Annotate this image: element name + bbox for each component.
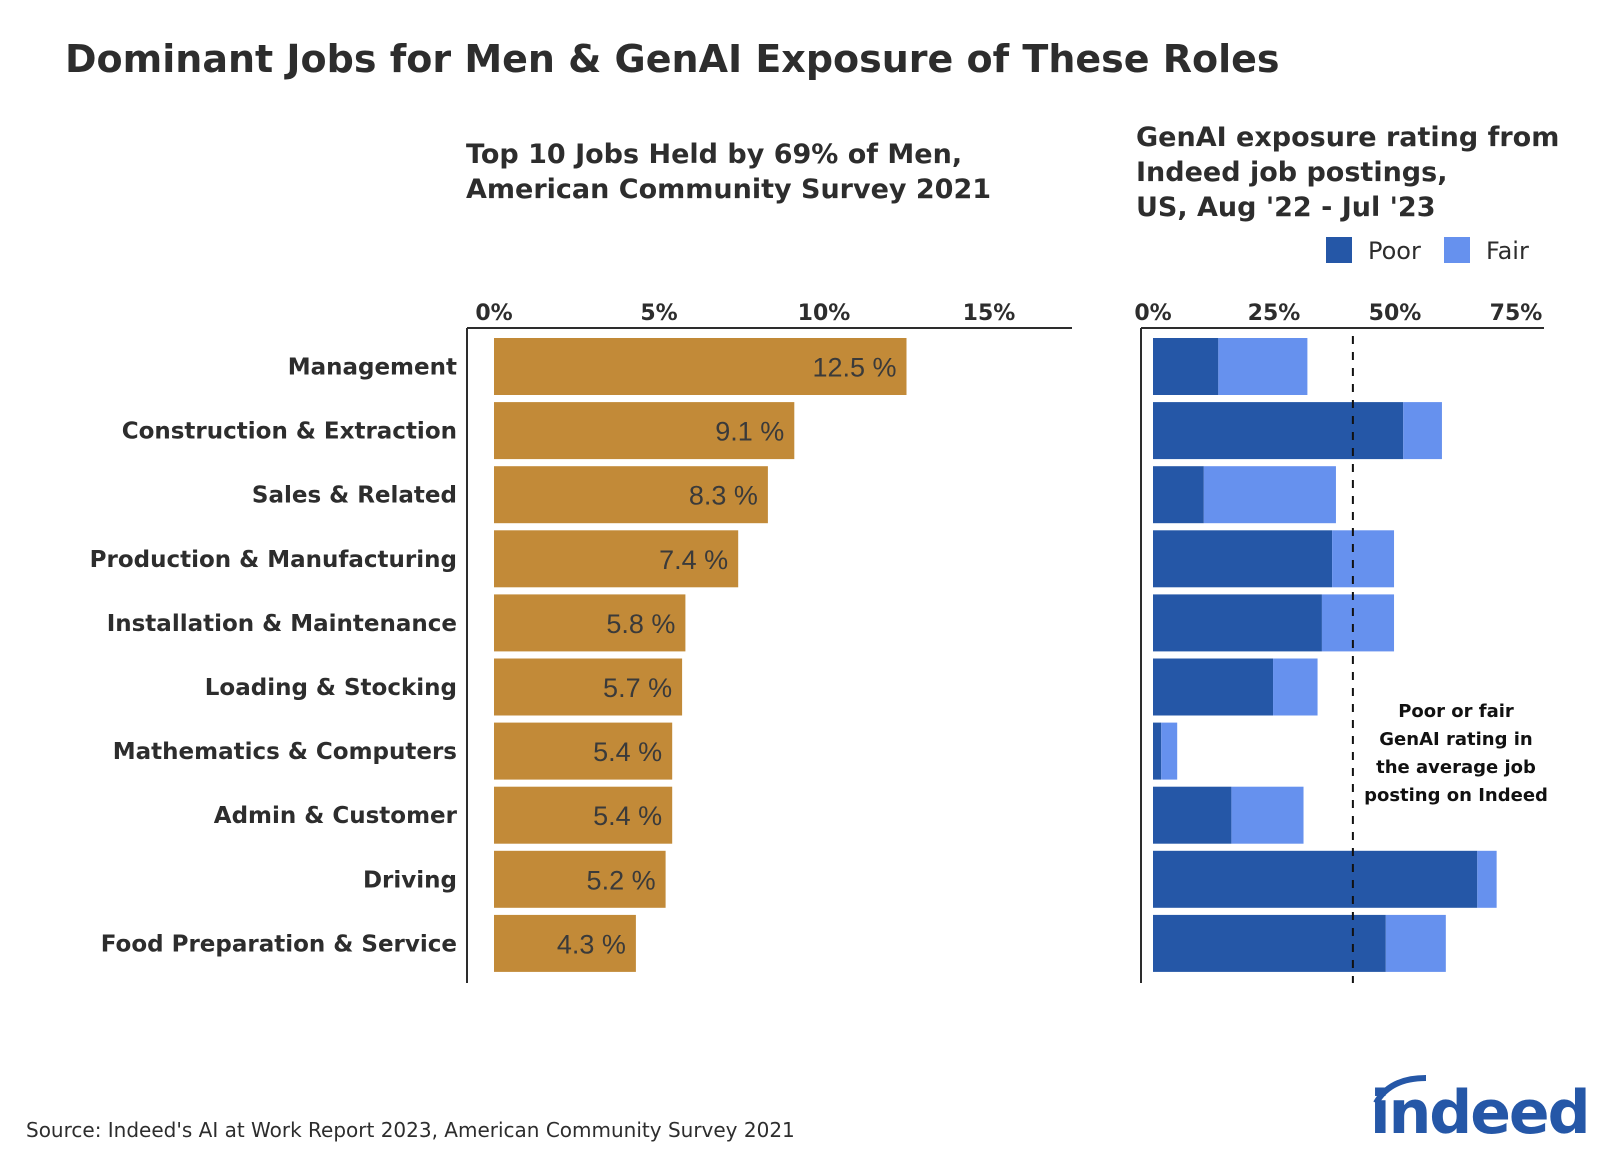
x-tick-label: 50%: [1369, 301, 1422, 326]
chart-title: Dominant Jobs for Men & GenAI Exposure o…: [65, 37, 1280, 81]
indeed-logo: indeed: [1370, 1075, 1591, 1148]
data-label: 5.4 %: [593, 737, 662, 767]
bar-poor: [1153, 658, 1274, 716]
legend-swatch: [1444, 237, 1470, 263]
bar-poor: [1153, 914, 1386, 972]
category-label: Food Preparation & Service: [101, 931, 457, 957]
bar-fair: [1273, 658, 1318, 716]
data-label: 5.8 %: [606, 609, 675, 639]
legend-swatch: [1326, 237, 1352, 263]
x-tick-label: 0%: [475, 301, 512, 326]
data-label: 8.3 %: [689, 481, 758, 511]
reference-annotation: the average job: [1376, 757, 1536, 778]
right-chart-title: US, Aug '22 - Jul '23: [1136, 192, 1435, 223]
right-chart: GenAI exposure rating from Indeed job pos…: [1134, 122, 1559, 983]
category-label: Admin & Customer: [214, 803, 458, 829]
x-tick-label: 25%: [1248, 301, 1301, 326]
bar: [494, 658, 683, 716]
bar-fair: [1218, 338, 1308, 395]
category-label: Production & Manufacturing: [90, 547, 457, 573]
bar: [494, 402, 795, 460]
left-chart-title: American Community Survey 2021: [466, 174, 991, 205]
category-label: Installation & Maintenance: [107, 611, 457, 637]
x-tick-label: 0%: [1134, 301, 1171, 326]
source-note: Source: Indeed's AI at Work Report 2023,…: [26, 1118, 795, 1142]
data-label: 5.2 %: [587, 865, 656, 895]
bar: [494, 530, 739, 588]
bar-poor: [1153, 786, 1232, 844]
data-label: 5.4 %: [593, 801, 662, 831]
bar-fair: [1321, 594, 1395, 652]
bar: [494, 850, 666, 908]
bar-poor: [1153, 850, 1478, 908]
category-label: Construction & Extraction: [122, 419, 457, 445]
bar: [494, 914, 636, 972]
category-label: Management: [288, 355, 457, 381]
bar: [494, 594, 686, 652]
left-chart: Top 10 Jobs Held by 69% of Men, American …: [90, 139, 1072, 983]
legend-label: Fair: [1486, 237, 1529, 265]
category-label: Loading & Stocking: [205, 675, 457, 701]
bar-poor: [1153, 338, 1219, 395]
bar-poor: [1153, 530, 1333, 588]
bar-poor: [1153, 402, 1404, 460]
category-label: Mathematics & Computers: [113, 739, 457, 765]
x-tick-label: 15%: [963, 301, 1016, 326]
left-chart-title: Top 10 Jobs Held by 69% of Men,: [466, 139, 962, 170]
bar-fair: [1477, 850, 1497, 908]
data-label: 7.4 %: [659, 545, 728, 575]
bar-poor: [1153, 722, 1162, 780]
bar-fair: [1203, 466, 1336, 524]
legend-label: Poor: [1368, 237, 1421, 265]
bar-fair: [1403, 402, 1442, 460]
reference-annotation: Poor or fair: [1398, 701, 1514, 722]
data-label: 4.3 %: [557, 929, 626, 959]
bar-poor: [1153, 594, 1322, 652]
x-tick-label: 75%: [1490, 301, 1543, 326]
x-tick-label: 10%: [798, 301, 851, 326]
data-label: 5.7 %: [603, 673, 672, 703]
category-label: Sales & Related: [252, 483, 457, 509]
right-chart-title: GenAI exposure rating from: [1136, 122, 1559, 153]
bar: [494, 722, 673, 780]
x-tick-label: 5%: [640, 301, 677, 326]
data-label: 9.1 %: [715, 417, 784, 447]
data-label: 12.5 %: [812, 353, 896, 383]
bar-poor: [1153, 466, 1204, 524]
bar-fair: [1385, 914, 1446, 972]
bar: [494, 466, 768, 524]
category-label: Driving: [363, 867, 457, 893]
bar: [494, 338, 907, 395]
reference-annotation: posting on Indeed: [1364, 785, 1548, 806]
bar-fair: [1161, 722, 1178, 780]
svg-text:indeed: indeed: [1370, 1078, 1589, 1148]
right-chart-title: Indeed job postings,: [1136, 157, 1447, 188]
bar-fair: [1231, 786, 1304, 844]
bar-fair: [1332, 530, 1395, 588]
reference-annotation: GenAI rating in: [1379, 729, 1532, 750]
bar: [494, 786, 673, 844]
